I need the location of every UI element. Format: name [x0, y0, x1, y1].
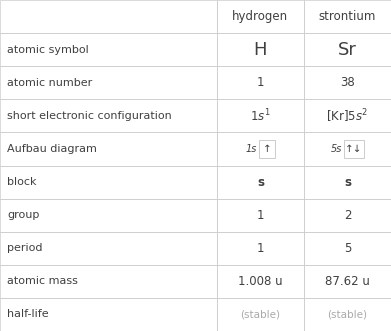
Text: period: period — [7, 243, 43, 253]
Text: 5s: 5s — [331, 144, 342, 154]
Bar — [217, 132, 304, 166]
Bar — [217, 66, 304, 99]
Bar — [0, 33, 217, 66]
Bar — [217, 99, 304, 132]
Bar — [0, 0, 217, 33]
Bar — [0, 298, 217, 331]
Bar — [0, 99, 217, 132]
Bar — [217, 298, 304, 331]
Text: group: group — [7, 210, 39, 220]
Text: s: s — [257, 175, 264, 189]
Text: Aufbau diagram: Aufbau diagram — [7, 144, 97, 154]
Bar — [259, 140, 275, 158]
Bar — [0, 132, 217, 166]
Text: 1: 1 — [256, 209, 264, 222]
Bar — [217, 199, 304, 232]
Bar — [304, 99, 391, 132]
Text: 2: 2 — [344, 209, 351, 222]
Text: s: s — [344, 175, 351, 189]
Bar — [0, 166, 217, 199]
Text: ↑↓: ↑↓ — [345, 144, 362, 154]
Bar — [304, 232, 391, 265]
Text: 38: 38 — [340, 76, 355, 89]
Text: half-life: half-life — [7, 309, 48, 319]
Text: (stable): (stable) — [240, 309, 280, 319]
Text: atomic mass: atomic mass — [7, 276, 78, 286]
Bar — [304, 166, 391, 199]
Bar — [304, 0, 391, 33]
Bar — [0, 232, 217, 265]
Bar — [0, 199, 217, 232]
Bar — [217, 33, 304, 66]
Text: 5: 5 — [344, 242, 351, 255]
Text: H: H — [254, 41, 267, 59]
Bar — [304, 298, 391, 331]
Text: ↑: ↑ — [262, 144, 271, 154]
Bar — [217, 232, 304, 265]
Bar — [0, 265, 217, 298]
Bar — [0, 66, 217, 99]
Text: short electronic configuration: short electronic configuration — [7, 111, 172, 121]
Text: 87.62 u: 87.62 u — [325, 275, 370, 288]
Bar — [217, 166, 304, 199]
Bar — [217, 265, 304, 298]
Text: 1: 1 — [256, 242, 264, 255]
Bar — [304, 265, 391, 298]
Text: Sr: Sr — [338, 41, 357, 59]
Text: atomic symbol: atomic symbol — [7, 45, 89, 55]
Bar — [217, 0, 304, 33]
Text: atomic number: atomic number — [7, 78, 92, 88]
Text: block: block — [7, 177, 36, 187]
Text: 1s: 1s — [246, 144, 257, 154]
Bar — [304, 33, 391, 66]
Text: hydrogen: hydrogen — [232, 10, 289, 23]
Text: $1s^1$: $1s^1$ — [250, 108, 271, 124]
Bar — [344, 140, 364, 158]
Text: 1.008 u: 1.008 u — [238, 275, 283, 288]
Text: 1: 1 — [256, 76, 264, 89]
Text: $[\mathrm{Kr}]5s^2$: $[\mathrm{Kr}]5s^2$ — [326, 107, 369, 124]
Text: strontium: strontium — [319, 10, 376, 23]
Text: (stable): (stable) — [327, 309, 368, 319]
Bar — [304, 132, 391, 166]
Bar — [304, 66, 391, 99]
Bar — [304, 199, 391, 232]
